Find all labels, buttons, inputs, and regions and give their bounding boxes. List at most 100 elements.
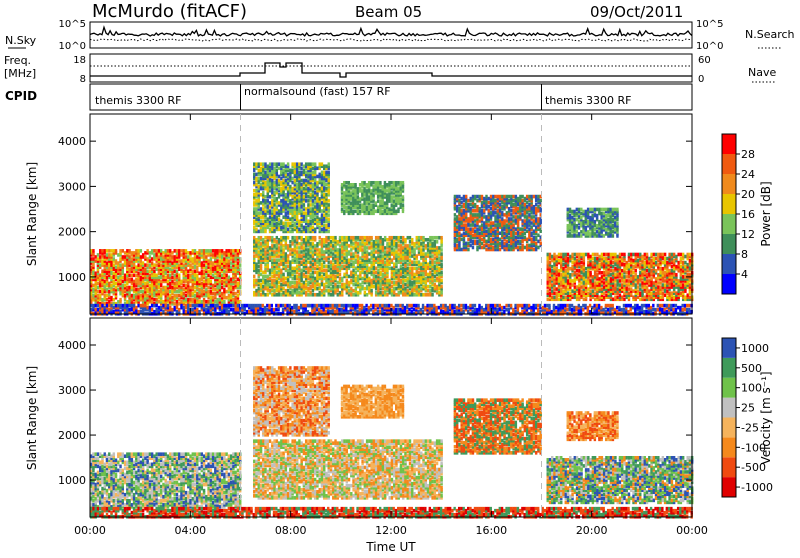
heatmap-cell <box>348 244 350 248</box>
heatmap-cell <box>271 236 273 240</box>
heatmap-cell <box>357 275 359 279</box>
heatmap-cell <box>373 285 375 289</box>
heatmap-cell <box>205 265 207 269</box>
heatmap-cell <box>260 201 262 205</box>
heatmap-cell <box>350 201 352 205</box>
heatmap-cell <box>391 236 393 240</box>
heatmap-cell <box>201 282 203 286</box>
heatmap-cell <box>280 177 282 181</box>
heatmap-cell <box>276 197 278 201</box>
heatmap-cell <box>359 183 361 187</box>
heatmap-cell <box>269 277 271 281</box>
heatmap-cell <box>140 276 142 280</box>
heatmap-cell <box>97 253 99 257</box>
heatmap-cell <box>264 181 266 185</box>
heatmap-cell <box>440 285 442 289</box>
heatmap-cell <box>427 238 429 242</box>
heatmap-cell <box>409 266 411 270</box>
heatmap-cell <box>467 217 469 221</box>
heatmap-cell <box>337 285 339 289</box>
heatmap-cell <box>296 250 298 254</box>
heatmap-cell <box>255 177 257 181</box>
heatmap-cell <box>271 244 273 248</box>
heatmap-cell <box>291 181 293 185</box>
heatmap-cell <box>296 275 298 279</box>
heatmap-cell <box>361 203 363 207</box>
heatmap-cell <box>128 286 130 290</box>
heatmap-cell <box>382 254 384 258</box>
nave-label: Nave <box>748 66 776 79</box>
heatmap-cell <box>388 242 390 246</box>
heatmap-cell <box>287 244 289 248</box>
heatmap-cell <box>395 242 397 246</box>
heatmap-cell <box>258 169 260 173</box>
heatmap-cell <box>398 248 400 252</box>
noise-left-tick-bottom: 10^0 <box>59 41 86 52</box>
heatmap-cell <box>429 236 431 240</box>
freq-line <box>90 63 692 77</box>
heatmap-cell <box>237 282 239 286</box>
heatmap-cell <box>278 246 280 250</box>
heatmap-cell <box>319 162 321 166</box>
heatmap-cell <box>314 244 316 248</box>
heatmap-cell <box>343 264 345 268</box>
heatmap-cell <box>479 219 481 223</box>
heatmap-cell <box>198 278 200 282</box>
heatmap-cell <box>291 281 293 285</box>
heatmap-cell <box>174 255 176 259</box>
heatmap-cell <box>481 195 483 199</box>
heatmap-cell <box>124 294 126 298</box>
heatmap-cell <box>255 207 257 211</box>
heatmap-cell <box>334 275 336 279</box>
heatmap-cell <box>438 236 440 240</box>
heatmap-cell <box>276 236 278 240</box>
heatmap-cell <box>146 288 148 292</box>
heatmap-cell <box>135 274 137 278</box>
heatmap-cell <box>278 217 280 221</box>
heatmap-cell <box>370 289 372 293</box>
heatmap-cell <box>368 236 370 240</box>
heatmap-cell <box>106 249 108 253</box>
heatmap-cell <box>146 249 148 253</box>
heatmap-cell <box>178 294 180 298</box>
freq-tick-top: 18 <box>73 55 86 66</box>
heatmap-cell <box>393 262 395 266</box>
heatmap-cell <box>201 249 203 253</box>
heatmap-cell <box>305 162 307 166</box>
heatmap-cell <box>264 199 266 203</box>
heatmap-cell <box>305 271 307 275</box>
heatmap-cell <box>325 171 327 175</box>
heatmap-cell <box>370 203 372 207</box>
heatmap-cell <box>264 250 266 254</box>
heatmap-cell <box>289 230 291 234</box>
heatmap-cell <box>436 240 438 244</box>
heatmap-cell <box>339 236 341 240</box>
heatmap-cell <box>321 238 323 242</box>
heatmap-cell <box>221 280 223 284</box>
heatmap-cell <box>104 294 106 298</box>
heatmap-cell <box>169 274 171 278</box>
heatmap-cell <box>255 162 257 166</box>
heatmap-cell <box>386 238 388 242</box>
heatmap-cell <box>429 289 431 293</box>
heatmap-cell <box>323 264 325 268</box>
heatmap-cell <box>207 249 209 253</box>
heatmap-cell <box>291 285 293 289</box>
heatmap-cell <box>131 251 133 255</box>
heatmap-cell <box>216 259 218 263</box>
heatmap-cell <box>146 257 148 261</box>
heatmap-cell <box>180 253 182 257</box>
heatmap-cell <box>343 283 345 287</box>
heatmap-cell <box>223 288 225 292</box>
heatmap-cell <box>366 250 368 254</box>
heatmap-cell <box>386 250 388 254</box>
heatmap-cell <box>108 282 110 286</box>
heatmap-cell <box>300 166 302 170</box>
heatmap-cell <box>225 249 227 253</box>
heatmap-cell <box>481 223 483 227</box>
heatmap-cell <box>309 273 311 277</box>
heatmap-cell <box>427 293 429 297</box>
heatmap-cell <box>402 195 404 199</box>
heatmap-cell <box>425 277 427 281</box>
